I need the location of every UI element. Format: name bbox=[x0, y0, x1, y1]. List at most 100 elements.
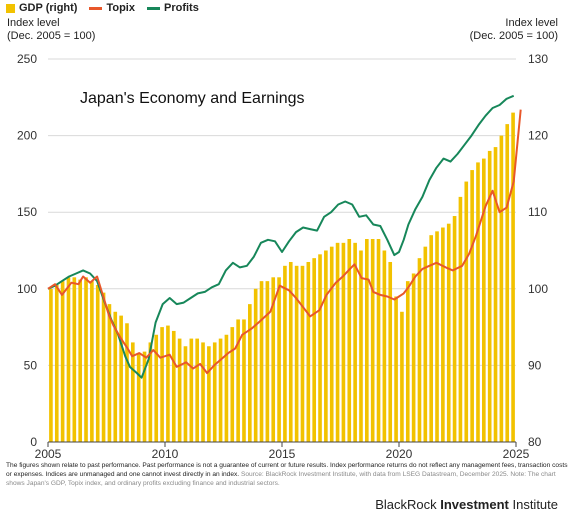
left-tick-label: 150 bbox=[17, 205, 37, 219]
gdp-bar bbox=[154, 334, 159, 442]
right-axis-title-line-1: Index level bbox=[505, 17, 558, 29]
gdp-bar bbox=[505, 124, 510, 443]
gdp-bar bbox=[171, 330, 176, 442]
gdp-bar bbox=[95, 284, 100, 442]
gdp-bar bbox=[365, 239, 369, 442]
gdp-bar bbox=[113, 311, 118, 442]
gdp-bar bbox=[487, 150, 492, 443]
gdp-bar bbox=[78, 279, 82, 442]
axes: 0 50 100 150 200 250 80 90 100 110 120 130 2005 2010 2… bbox=[17, 52, 548, 461]
brand-part-2: Investment bbox=[440, 497, 509, 512]
gdp-bar bbox=[318, 254, 322, 442]
gdp-bar bbox=[435, 231, 439, 442]
legend-item-topix: Topix bbox=[89, 2, 135, 14]
gdp-bar bbox=[54, 284, 59, 442]
gdp-bar bbox=[452, 216, 457, 442]
x-tick-label: 2025 bbox=[503, 447, 530, 461]
gdp-bar bbox=[259, 281, 264, 442]
legend-label-profits: Profits bbox=[163, 2, 199, 14]
topix-line bbox=[47, 109, 522, 375]
right-tick-label: 90 bbox=[528, 358, 542, 372]
gdp-bar bbox=[183, 346, 188, 442]
right-tick-label: 100 bbox=[528, 282, 548, 296]
gdp-bar bbox=[511, 112, 515, 443]
legend: GDP (right) Topix Profits bbox=[6, 2, 199, 14]
gdp-bar bbox=[294, 265, 299, 442]
x-tick-label: 2020 bbox=[386, 447, 413, 461]
right-tick-label: 80 bbox=[528, 435, 542, 449]
gdp-bar bbox=[189, 338, 194, 442]
gdp-bar bbox=[376, 239, 381, 442]
gdp-bar bbox=[335, 242, 340, 442]
left-tick-label: 250 bbox=[17, 52, 37, 66]
gdp-bar bbox=[271, 277, 276, 442]
brand-part-1: BlackRock bbox=[375, 497, 441, 512]
gdp-bar bbox=[136, 353, 141, 442]
left-tick-label: 0 bbox=[30, 435, 37, 449]
gdp-bar bbox=[166, 325, 170, 442]
gdp-bar bbox=[66, 277, 71, 442]
gdp-bar bbox=[160, 327, 164, 442]
footnote-main: The figures shown relate to past perform… bbox=[6, 462, 568, 478]
footnote: The figures shown relate to past perform… bbox=[6, 461, 568, 488]
legend-item-gdp: GDP (right) bbox=[6, 2, 77, 14]
gdp-bar bbox=[195, 338, 199, 442]
right-axis-title: Index level (Dec. 2005 = 100) bbox=[470, 17, 558, 43]
gdp-bar bbox=[400, 311, 404, 442]
gdp-bar bbox=[476, 162, 480, 442]
gdp-bar bbox=[429, 235, 433, 442]
gdp-bar bbox=[417, 258, 422, 442]
gdp-bar bbox=[242, 319, 246, 442]
gdp-bar bbox=[218, 338, 223, 442]
gdp-bar bbox=[394, 296, 398, 442]
gdp-bar bbox=[248, 304, 252, 442]
chart-title: Japan's Economy and Earnings bbox=[80, 90, 305, 107]
brand-wordmark: BlackRock Investment Institute bbox=[375, 497, 558, 512]
gdp-bar bbox=[499, 135, 504, 442]
left-tick-label: 100 bbox=[17, 282, 37, 296]
gdp-bar bbox=[101, 292, 106, 442]
gdp-bar bbox=[201, 342, 205, 442]
gdp-bar bbox=[493, 147, 498, 442]
gdp-bar bbox=[423, 246, 428, 442]
gdp-bar bbox=[265, 281, 270, 442]
series-lines bbox=[47, 94, 522, 379]
gdp-bar bbox=[107, 304, 112, 442]
gdp-bar bbox=[207, 346, 211, 442]
gdp-bar bbox=[142, 351, 147, 442]
x-tick-label: 2015 bbox=[269, 447, 296, 461]
brand-part-3: Institute bbox=[508, 497, 558, 512]
right-tick-label: 130 bbox=[528, 52, 548, 66]
gdp-bar bbox=[411, 273, 416, 442]
gdp-bar bbox=[131, 342, 135, 442]
left-axis-title: Index level (Dec. 2005 = 100) bbox=[7, 17, 95, 43]
gdp-bar bbox=[464, 181, 469, 442]
gdp-bar bbox=[72, 277, 77, 442]
right-tick-label: 110 bbox=[528, 205, 547, 219]
gdp-bar bbox=[148, 342, 153, 442]
gdp-bar bbox=[370, 239, 375, 442]
legend-item-profits: Profits bbox=[146, 2, 199, 14]
gdp-bar bbox=[329, 246, 334, 442]
gdp-bar bbox=[277, 277, 281, 442]
left-axis-title-line-2: (Dec. 2005 = 100) bbox=[7, 30, 96, 42]
gdp-bar bbox=[482, 158, 486, 442]
left-axis-title-line-1: Index level bbox=[7, 17, 60, 29]
gdp-bar bbox=[458, 196, 463, 442]
gdp-bar bbox=[382, 250, 387, 442]
right-axis-title-line-2: (Dec. 2005 = 100) bbox=[469, 30, 558, 42]
x-tick-label: 2005 bbox=[35, 447, 62, 461]
left-tick-label: 200 bbox=[17, 129, 37, 143]
right-tick-label: 120 bbox=[528, 129, 548, 143]
gdp-bar bbox=[347, 239, 352, 442]
gdp-bar bbox=[300, 265, 305, 442]
gdp-bar bbox=[470, 170, 474, 442]
legend-label-topix: Topix bbox=[106, 2, 135, 14]
legend-swatch-topix bbox=[89, 6, 103, 10]
gdp-bar bbox=[306, 261, 311, 442]
gdp-bar bbox=[177, 338, 182, 442]
gdp-bar bbox=[230, 327, 235, 442]
gdp-bar bbox=[49, 288, 53, 442]
legend-label-gdp: GDP (right) bbox=[19, 2, 78, 14]
